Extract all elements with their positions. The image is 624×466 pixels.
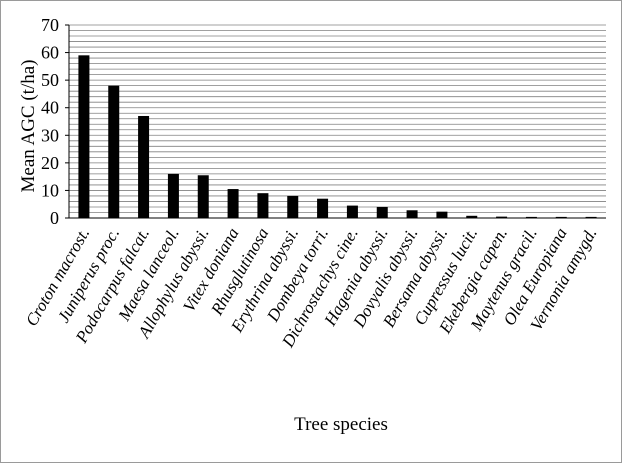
y-tick-label: 0 xyxy=(50,208,59,228)
y-tick-labels: 0 10 20 30 40 50 60 70 xyxy=(41,15,69,228)
bar xyxy=(555,216,567,218)
bar xyxy=(406,210,418,218)
x-axis-label: Tree species xyxy=(294,414,388,435)
bar xyxy=(585,216,597,218)
y-tick-label: 20 xyxy=(41,153,59,173)
y-tick-label: 70 xyxy=(41,15,59,35)
bar xyxy=(346,205,358,218)
bar xyxy=(466,215,478,218)
bar xyxy=(138,115,150,218)
y-tick-label: 60 xyxy=(41,43,59,63)
x-tick-labels: Croton macrost.Juniperus proc.Podocarpus… xyxy=(22,224,601,351)
bar xyxy=(317,198,329,218)
bar xyxy=(436,211,448,218)
bar xyxy=(167,173,179,218)
bar xyxy=(287,195,299,218)
bar xyxy=(78,55,90,219)
bar xyxy=(257,193,269,218)
y-tick-label: 50 xyxy=(41,70,59,90)
bars xyxy=(78,55,597,219)
bar xyxy=(197,175,209,218)
bar xyxy=(376,206,388,218)
y-tick-label: 10 xyxy=(41,180,59,200)
bar xyxy=(496,216,508,218)
y-axis-label: Mean AGC (t/ha) xyxy=(18,60,39,193)
bar xyxy=(227,189,239,218)
y-tick-label: 40 xyxy=(41,98,59,118)
gridlines xyxy=(69,24,606,213)
bar xyxy=(525,216,537,218)
bar xyxy=(108,85,120,219)
y-tick-label: 30 xyxy=(41,125,59,145)
